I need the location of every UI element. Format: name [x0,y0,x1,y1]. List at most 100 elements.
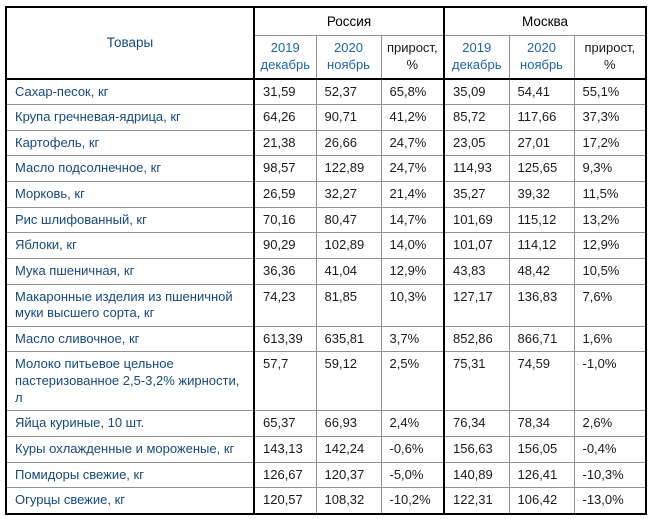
table-row: Картофель, кг 21,38 26,66 24,7% 23,05 27… [5,129,647,157]
table-row: Масло подсолнечное, кг 98,57 122,89 24,7… [5,155,647,183]
russia-2019-value: 90,29 [253,232,317,259]
russia-growth-value: -10,2% [380,487,445,515]
russia-2019-value: 98,57 [253,155,317,183]
russia-2019-value: 26,59 [253,181,317,208]
moscow-growth-value: -0,4% [573,435,647,463]
moscow-2020-value: 48,42 [508,257,575,285]
table-row: Яблоки, кг 90,29 102,89 14,0% 101,07 114… [5,232,647,259]
group-header-moscow: Москва [442,6,647,37]
russia-growth-value: 65,8% [380,78,445,106]
russia-growth-value: 12,9% [380,257,445,285]
moscow-growth-column-header: прирост, % [573,35,647,80]
moscow-2020-value: 156,05 [508,435,575,463]
russia-growth-value: 24,7% [380,155,445,183]
moscow-2020-value: 866,71 [508,325,575,353]
moscow-2020-value: 115,12 [508,206,575,234]
product-name: Рис шлифованный, кг [5,206,255,234]
moscow-growth-value: 9,3% [573,155,647,183]
russia-growth-value: 10,3% [380,283,445,327]
russia-growth-value: 21,4% [380,181,445,208]
moscow-2020-value: 126,41 [508,461,575,489]
moscow-growth-value: -13,0% [573,487,647,515]
percent-label: % [406,56,419,72]
product-name: Яйца куриные, 10 шт. [5,410,255,437]
product-name: Макаронные изделия из пшеничной муки выс… [5,283,255,327]
product-name: Яблоки, кг [5,232,255,259]
moscow-2019-value: 35,09 [443,78,510,106]
growth-label: прирост, [584,40,636,56]
russia-2020-value: 102,89 [315,232,382,259]
russia-growth-value: 14,7% [380,206,445,234]
moscow-2019-value: 852,86 [443,325,510,353]
month-label: декабрь [452,56,502,72]
product-name: Мука пшеничная, кг [5,257,255,285]
moscow-2020-value: 106,42 [508,487,575,515]
russia-2019-column-header: 2019 декабрь [253,35,317,80]
russia-2020-value: 66,93 [315,410,382,437]
price-table: Товары Россия Москва 2019 декабрь 2020 н… [5,6,648,515]
month-label: ноябрь [520,56,563,72]
russia-2019-value: 143,13 [253,435,317,463]
product-name: Молоко питьевое цельное пастеризованное … [5,351,255,412]
group-header-russia: Россия [253,6,445,37]
month-label: ноябрь [327,56,370,72]
products-column-header: Товары [5,6,255,80]
russia-2019-value: 65,37 [253,410,317,437]
russia-2019-value: 31,59 [253,78,317,106]
moscow-2020-value: 54,41 [508,78,575,106]
moscow-2020-value: 125,65 [508,155,575,183]
year-label: 2020 [527,40,556,56]
moscow-2019-value: 101,07 [443,232,510,259]
moscow-growth-value: 17,2% [573,129,647,157]
moscow-growth-value: -1,0% [573,351,647,412]
moscow-2019-value: 114,93 [443,155,510,183]
product-name: Морковь, кг [5,181,255,208]
russia-growth-value: 41,2% [380,104,445,131]
russia-2019-value: 120,57 [253,487,317,515]
moscow-2019-value: 101,69 [443,206,510,234]
table-row: Макаронные изделия из пшеничной муки выс… [5,283,647,327]
moscow-growth-value: -10,3% [573,461,647,489]
russia-2019-value: 36,36 [253,257,317,285]
table-row: Сахар-песок, кг 31,59 52,37 65,8% 35,09 … [5,78,647,106]
product-name: Куры охлажденные и мороженые, кг [5,435,255,463]
moscow-growth-value: 12,9% [573,232,647,259]
moscow-2020-column-header: 2020 ноябрь [508,35,575,80]
russia-growth-value: -5,0% [380,461,445,489]
russia-2019-value: 70,16 [253,206,317,234]
moscow-2020-value: 27,01 [508,129,575,157]
table-header: Товары Россия Москва 2019 декабрь 2020 н… [5,6,647,80]
moscow-2020-value: 136,83 [508,283,575,327]
product-name: Огурцы свежие, кг [5,487,255,515]
moscow-growth-value: 55,1% [573,78,647,106]
moscow-growth-value: 37,3% [573,104,647,131]
product-name: Масло сливочное, кг [5,325,255,353]
growth-label: прирост, [386,40,438,56]
moscow-growth-value: 11,5% [573,181,647,208]
russia-2020-value: 81,85 [315,283,382,327]
russia-2020-value: 59,12 [315,351,382,412]
table-row: Куры охлажденные и мороженые, кг 143,13 … [5,435,647,463]
moscow-2020-value: 78,34 [508,410,575,437]
moscow-growth-value: 2,6% [573,410,647,437]
moscow-2020-value: 74,59 [508,351,575,412]
russia-2020-value: 635,81 [315,325,382,353]
russia-2020-value: 52,37 [315,78,382,106]
moscow-growth-value: 7,6% [573,283,647,327]
product-name: Сахар-песок, кг [5,78,255,106]
moscow-2019-value: 85,72 [443,104,510,131]
year-label: 2019 [270,40,300,56]
russia-2020-value: 26,66 [315,129,382,157]
russia-growth-value: 3,7% [380,325,445,353]
product-name: Крупа гречневая-ядрица, кг [5,104,255,131]
russia-2020-value: 32,27 [315,181,382,208]
percent-label: % [603,56,616,72]
moscow-2019-value: 127,17 [443,283,510,327]
table-row: Помидоры свежие, кг 126,67 120,37 -5,0% … [5,461,647,489]
table-row: Яйца куриные, 10 шт. 65,37 66,93 2,4% 76… [5,410,647,437]
group-header-row: Товары Россия Москва [5,6,647,80]
russia-growth-value: 14,0% [380,232,445,259]
russia-2019-value: 126,67 [253,461,317,489]
moscow-2020-value: 114,12 [508,232,575,259]
